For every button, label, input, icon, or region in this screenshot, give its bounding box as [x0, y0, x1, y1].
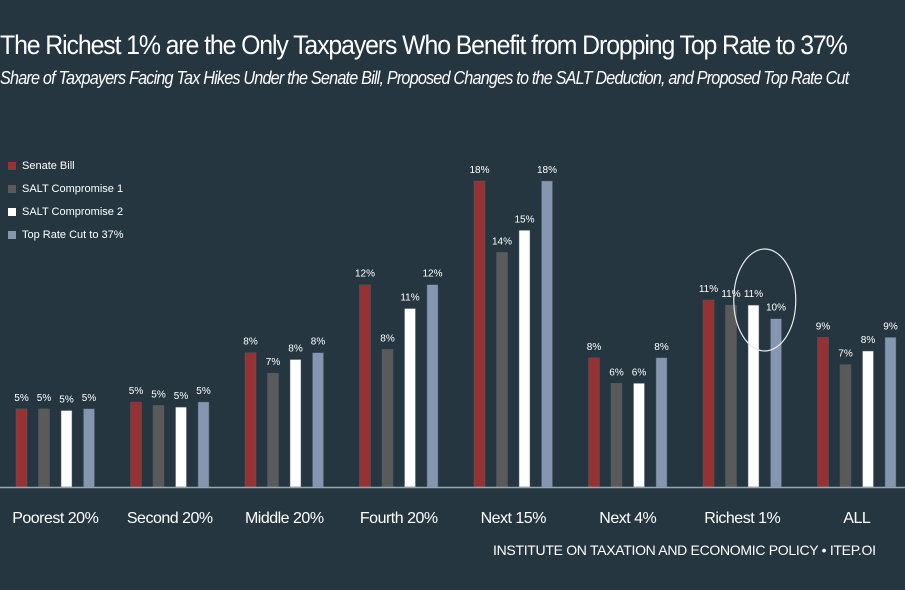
legend-label: Senate Bill [22, 159, 75, 172]
x-tick-label: Fourth 20% [360, 510, 438, 527]
chart-title: The Richest 1% are the Only Taxpayers Wh… [0, 30, 848, 60]
bar [152, 405, 165, 488]
bar [244, 352, 257, 488]
data-label: 12% [355, 269, 375, 280]
x-tick-label: Middle 20% [245, 510, 324, 527]
bar [541, 180, 553, 488]
data-label: 5% [151, 389, 166, 400]
bar [862, 350, 874, 488]
bar [38, 408, 50, 488]
data-label: 8% [861, 335, 876, 346]
x-tick-label: ALL [843, 510, 871, 527]
legend-swatch [8, 207, 16, 216]
legend-swatch [8, 161, 16, 170]
legend-item-salt-compromise-2: SALT Compromise 2 [8, 200, 124, 223]
data-label: 9% [883, 321, 898, 332]
data-label: 5% [196, 386, 211, 397]
bar [588, 357, 600, 488]
data-label: 9% [816, 321, 831, 332]
legend-swatch [8, 230, 16, 239]
data-label: 11% [400, 293, 419, 304]
bar [175, 406, 187, 488]
data-label: 6% [632, 367, 647, 378]
data-label: 14% [492, 236, 512, 247]
bar [359, 284, 371, 488]
bar [426, 284, 439, 488]
data-label: 8% [288, 344, 303, 355]
x-tick-label: Poorest 20% [12, 510, 98, 527]
bar [60, 410, 73, 488]
data-label: 5% [59, 395, 74, 406]
data-label: 11% [699, 284, 718, 295]
bar [884, 337, 897, 488]
bar [404, 308, 416, 488]
data-label: 8% [587, 342, 602, 353]
bar [312, 352, 324, 488]
data-label: 5% [174, 391, 189, 402]
data-label: 8% [654, 342, 669, 353]
data-label: 8% [380, 333, 395, 344]
footer-source: INSTITUTE ON TAXATION AND ECONOMIC POLIC… [493, 542, 876, 558]
bar [130, 401, 142, 488]
data-label: 15% [514, 214, 534, 225]
legend-item-salt-compromise-1: SALT Compromise 1 [8, 177, 124, 200]
legend-item-top-rate-cut: Top Rate Cut to 37% [8, 223, 124, 246]
bar [518, 230, 531, 488]
data-label: 11% [721, 289, 740, 300]
bar [496, 252, 508, 488]
data-label: 5% [14, 393, 29, 404]
data-label: 11% [744, 289, 763, 300]
data-label: 5% [37, 393, 52, 404]
bar [83, 408, 95, 488]
legend-swatch [8, 184, 16, 193]
bar [747, 304, 760, 488]
data-label: 5% [129, 386, 144, 397]
bar [839, 364, 852, 488]
data-label: 18% [469, 165, 489, 176]
highlight-circle [733, 248, 797, 352]
legend: Senate Bill SALT Compromise 1 SALT Compr… [8, 154, 124, 246]
bar [702, 299, 715, 488]
bar [267, 372, 279, 488]
legend-label: Top Rate Cut to 37% [22, 228, 124, 241]
chart-subtitle: Share of Taxpayers Facing Tax Hikes Unde… [0, 68, 849, 88]
bar [610, 383, 623, 488]
x-tick-label: Richest 1% [704, 510, 780, 527]
legend-item-senate-bill: Senate Bill [8, 154, 124, 177]
legend-label: SALT Compromise 1 [22, 182, 124, 195]
data-label: 18% [537, 165, 557, 176]
legend-label: SALT Compromise 2 [22, 205, 124, 218]
bar [725, 304, 737, 488]
x-tick-label: Second 20% [127, 510, 213, 527]
data-label: 6% [609, 367, 624, 378]
x-tick-label: Next 4% [599, 510, 656, 527]
bar [473, 180, 486, 488]
bar [197, 401, 210, 488]
data-label: 7% [266, 357, 281, 368]
bar [15, 408, 28, 488]
data-label: 8% [311, 337, 326, 348]
data-label: 7% [838, 349, 853, 360]
data-label: 8% [243, 337, 258, 348]
bar [289, 359, 302, 488]
bar [655, 357, 668, 488]
data-label: 5% [82, 393, 97, 404]
x-tick-label: Next 15% [481, 510, 547, 527]
bar [381, 349, 394, 488]
bar [817, 337, 829, 488]
data-label: 10% [766, 303, 786, 314]
data-label: 12% [422, 269, 442, 280]
bar [633, 383, 645, 488]
